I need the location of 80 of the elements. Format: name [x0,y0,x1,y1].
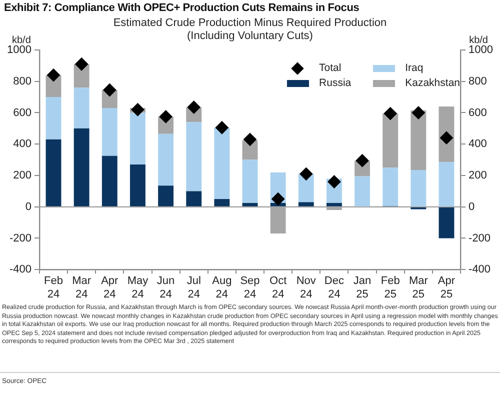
legend-label: Total [319,62,342,74]
point [440,131,453,144]
bar [74,88,90,128]
bar [214,199,230,206]
x-tick-label: Jun 24 [156,275,175,300]
point [412,106,425,120]
x-tick-label: Aug 24 [212,275,232,300]
point [300,167,313,180]
x-tick-label: Oct 24 [270,275,287,300]
bar [158,134,174,186]
bar [214,128,230,200]
point [356,154,369,168]
x-tick-label: Jul 24 [186,275,201,300]
y2-tick-label: 200 [468,170,487,182]
point [159,110,172,124]
bar [186,122,202,192]
legend-label: Kazakhstan [405,77,460,89]
y2-tick-label: 0 [468,200,475,213]
point [75,58,88,71]
bar [382,114,398,168]
bar [242,160,258,203]
y2-tick-label: 800 [468,75,487,88]
chart-subtitle: Estimated Crude Production Minus Required Production (Including Voluntary Cuts) [113,17,387,42]
x-tick-label: May 24 [127,275,149,300]
bar [46,139,62,206]
point [328,175,341,188]
bar [410,170,426,206]
bar [410,110,426,170]
y2-tick-label: 400 [468,138,487,150]
bar [326,202,342,206]
y2-tick-label: 1000 [468,44,494,56]
y2-tick-label: -400 [468,264,491,276]
bar [130,112,146,165]
point [131,103,144,116]
bar [298,202,314,206]
bar [438,207,454,238]
point [187,100,200,114]
y-tick-label: 0 [25,200,32,213]
point [47,68,60,82]
point [272,192,285,206]
x-tick-label: Mar 24 [72,275,92,300]
x-tick-label: Apr 25 [438,275,456,300]
y-tick-label: -400 [9,264,32,276]
point [103,84,116,96]
y2-tick-label: -200 [468,232,491,244]
point [244,132,256,146]
y2-axis-title: kb/d [469,35,488,46]
bar [74,128,90,206]
x-tick-label: Mar 25 [408,275,428,300]
legend-label: Russia [319,77,352,89]
x-tick-label: Jan 25 [353,275,372,300]
bar [158,186,174,206]
bar [186,191,202,206]
y-tick-label: 1000 [6,44,32,56]
y-tick-label: 600 [13,106,32,119]
bar [102,108,118,156]
y2-tick-label: 600 [468,106,487,119]
bar [242,202,258,206]
x-tick-label: Feb 25 [380,275,400,300]
bar [382,168,398,206]
bar [438,162,454,206]
x-tick-label: Feb 24 [44,275,63,300]
bar [102,156,118,206]
y-tick-label: 800 [13,75,32,88]
legend-label: Iraq [405,62,424,74]
bar [130,164,146,206]
x-tick-label: Apr 24 [101,275,119,300]
point [384,107,397,120]
bar [298,174,314,202]
y-tick-label: 200 [13,170,32,182]
x-tick-label: Sep 24 [240,275,260,300]
y-tick-label: -200 [9,232,32,244]
bar [46,97,62,140]
y-tick-label: 400 [13,138,32,150]
bar [354,176,370,206]
x-tick-label: Nov 24 [296,275,316,300]
chart-title: Exhibit 7: Compliance With OPEC+ Production Cuts Remains in Focus [4,2,360,14]
x-tick-label: Dec 24 [324,275,344,300]
point [215,121,228,134]
y-axis-title: kb/d [12,35,31,46]
